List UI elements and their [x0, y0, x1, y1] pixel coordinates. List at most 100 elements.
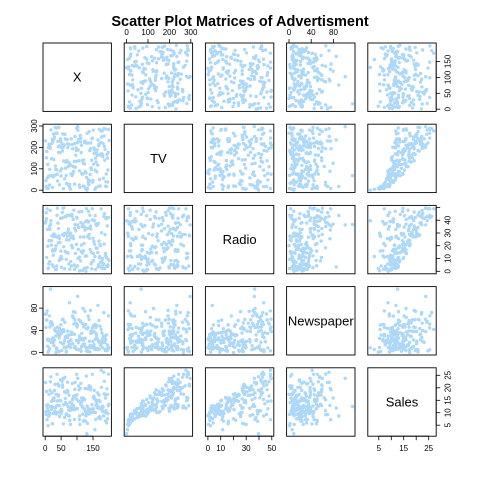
- data-point: [398, 173, 402, 178]
- data-point: [308, 388, 312, 392]
- data-point: [262, 62, 266, 67]
- data-point: [78, 235, 82, 239]
- data-point: [306, 381, 310, 386]
- data-point: [297, 147, 301, 151]
- data-point: [388, 44, 393, 49]
- data-point: [243, 143, 248, 147]
- data-point: [415, 339, 419, 343]
- data-point: [126, 309, 131, 313]
- data-point: [239, 339, 243, 343]
- data-point: [420, 310, 424, 315]
- data-point: [229, 403, 234, 408]
- data-point: [259, 152, 264, 157]
- data-point: [313, 242, 318, 247]
- data-point: [164, 318, 168, 322]
- points-x-vs-newspaper: [287, 43, 355, 111]
- data-point: [250, 137, 254, 141]
- data-point: [175, 85, 180, 89]
- data-point: [393, 75, 398, 79]
- data-point: [406, 208, 410, 212]
- data-point: [55, 264, 59, 268]
- data-point: [312, 64, 316, 69]
- data-point: [91, 236, 95, 240]
- data-point: [83, 322, 88, 327]
- data-point: [52, 388, 57, 393]
- data-point: [94, 333, 99, 338]
- data-point: [393, 343, 397, 347]
- data-point: [150, 244, 154, 248]
- data-point: [187, 326, 191, 331]
- data-point: [57, 326, 62, 331]
- data-point: [331, 69, 335, 74]
- data-point: [162, 404, 167, 408]
- data-point: [73, 165, 78, 169]
- data-point: [423, 145, 428, 150]
- data-point: [96, 221, 101, 225]
- data-point: [242, 47, 247, 52]
- data-point: [407, 318, 411, 323]
- data-point: [145, 214, 149, 218]
- data-point: [172, 62, 176, 66]
- data-point: [62, 341, 66, 346]
- data-point: [268, 51, 273, 55]
- data-point: [392, 243, 397, 247]
- data-point: [320, 226, 324, 231]
- data-point: [68, 182, 72, 186]
- data-point: [48, 222, 53, 227]
- data-point: [47, 238, 51, 243]
- data-point: [85, 421, 90, 426]
- points-radio-vs-sales: [368, 206, 436, 273]
- data-point: [287, 266, 292, 271]
- data-point: [186, 348, 190, 353]
- data-point: [66, 227, 71, 231]
- data-point: [84, 171, 88, 175]
- data-point: [52, 157, 56, 162]
- data-point: [264, 412, 269, 417]
- data-point: [308, 97, 313, 101]
- data-point: [391, 247, 396, 252]
- data-point: [241, 125, 245, 129]
- data-point: [254, 94, 258, 99]
- data-point: [251, 347, 256, 351]
- data-point: [413, 325, 417, 330]
- data-point: [210, 91, 214, 95]
- data-point: [53, 382, 57, 386]
- data-point: [236, 103, 241, 108]
- data-point: [45, 149, 49, 154]
- data-point: [307, 128, 312, 132]
- data-point: [102, 370, 106, 374]
- data-point: [86, 141, 90, 145]
- data-point: [247, 67, 251, 72]
- data-point: [153, 216, 158, 220]
- data-point: [172, 374, 176, 378]
- data-point: [178, 385, 182, 389]
- left-tick-label-tv: 0: [30, 187, 39, 192]
- data-point: [102, 212, 107, 216]
- data-point: [269, 317, 273, 321]
- data-point: [244, 51, 249, 55]
- data-point: [49, 219, 53, 223]
- data-point: [320, 232, 324, 237]
- data-point: [69, 264, 74, 268]
- data-point: [240, 386, 244, 390]
- data-point: [158, 409, 162, 414]
- data-point: [172, 325, 176, 330]
- data-point: [313, 153, 318, 157]
- data-point: [87, 129, 91, 134]
- data-point: [306, 166, 310, 170]
- data-point: [248, 105, 252, 109]
- data-point: [103, 147, 107, 151]
- data-point: [107, 258, 111, 262]
- data-point: [172, 385, 176, 390]
- data-point: [83, 225, 87, 229]
- data-point: [404, 143, 408, 147]
- data-point: [424, 329, 428, 334]
- data-point: [419, 71, 423, 76]
- data-point: [67, 393, 71, 397]
- data-point: [382, 73, 386, 77]
- data-point: [401, 336, 406, 341]
- points-tv-vs-sales: [368, 125, 436, 192]
- data-point: [381, 67, 385, 71]
- data-point: [298, 63, 303, 67]
- data-point: [315, 214, 319, 218]
